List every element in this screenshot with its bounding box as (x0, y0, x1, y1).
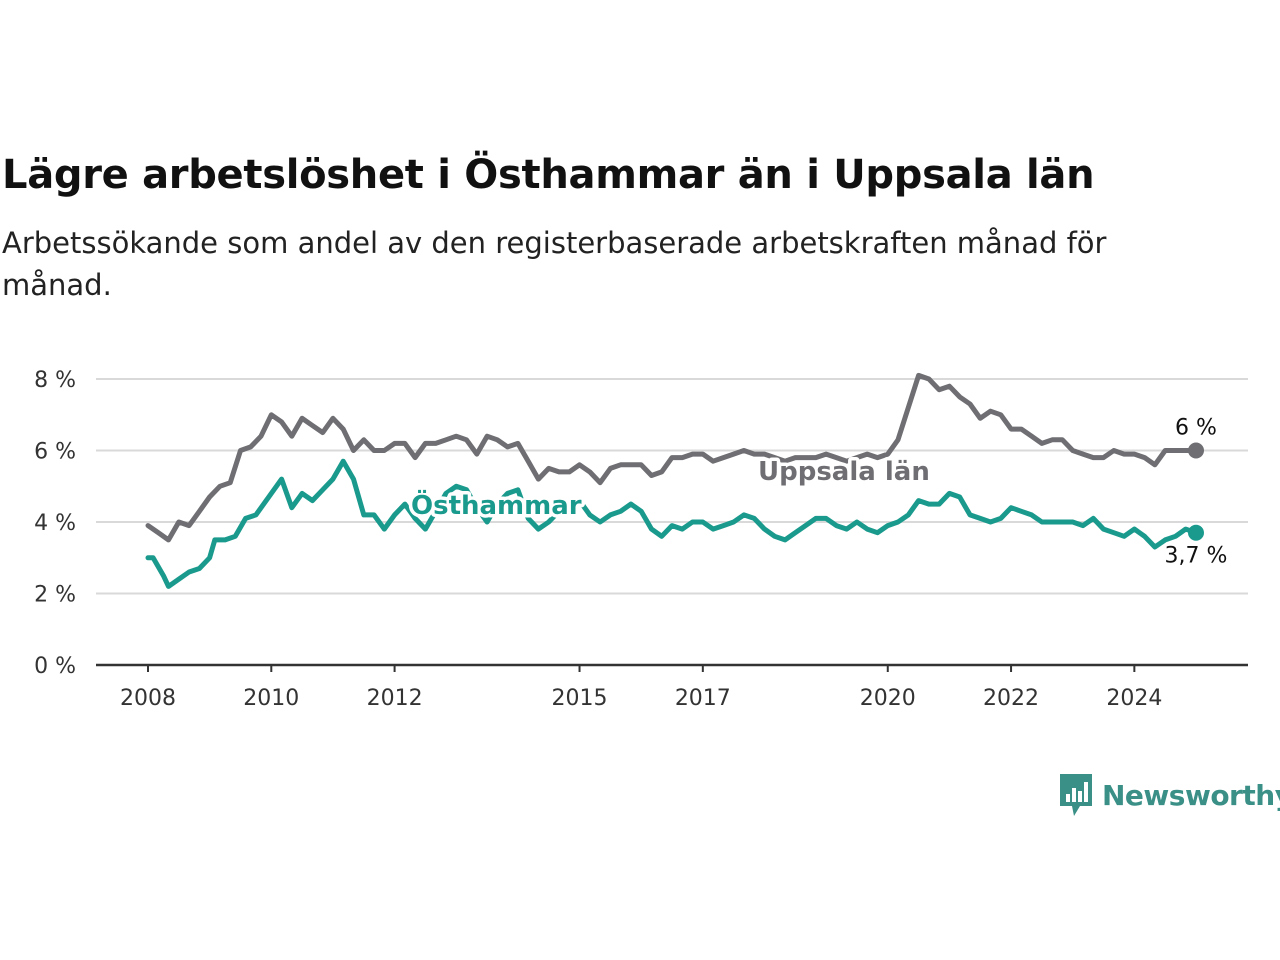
x-tick-label: 2017 (675, 686, 731, 711)
y-tick-label: 0 % (34, 654, 76, 679)
end-value-label: 6 % (1175, 416, 1217, 441)
x-tick-label: 2010 (243, 686, 299, 711)
series-end-point (1188, 524, 1204, 541)
brand-name: Newsworthy (1102, 778, 1280, 812)
y-tick-label: 8 % (34, 368, 76, 393)
series-lines (145, 372, 1204, 589)
x-tick-label: 2022 (983, 686, 1039, 711)
end-value-label: 3,7 % (1165, 544, 1228, 569)
y-axis: 0 % 2 % 4 % 6 % 8 % (34, 368, 76, 679)
brand-logo: Newsworthy (1058, 772, 1280, 818)
x-tick-label: 2020 (860, 686, 916, 711)
x-tick-label: 2015 (552, 686, 608, 711)
series-label-osthammar: Östhammar (411, 488, 582, 521)
series-end-point (1188, 442, 1204, 459)
gridlines (96, 378, 1248, 595)
y-tick-label: 6 % (34, 440, 76, 465)
x-axis: 2008 2010 2012 2015 2017 2020 2022 2024 (96, 663, 1248, 711)
series-labels: Uppsala län Östhammar 6 % 3,7 % (408, 416, 1228, 569)
chart-subtitle: Arbetssökande som andel av den registerb… (2, 226, 1107, 302)
y-tick-label: 2 % (34, 583, 76, 608)
chart-title: Lägre arbetslöshet i Östhammar än i Upps… (2, 152, 1095, 198)
x-tick-label: 2012 (367, 686, 423, 711)
series-line (145, 372, 1199, 543)
y-tick-label: 4 % (34, 511, 76, 536)
series-line (145, 458, 1199, 589)
x-tick-label: 2008 (120, 686, 176, 711)
newsworthy-logo-icon (1060, 774, 1092, 816)
series-label-uppsala: Uppsala län (758, 457, 930, 487)
x-tick-label: 2024 (1106, 686, 1162, 711)
